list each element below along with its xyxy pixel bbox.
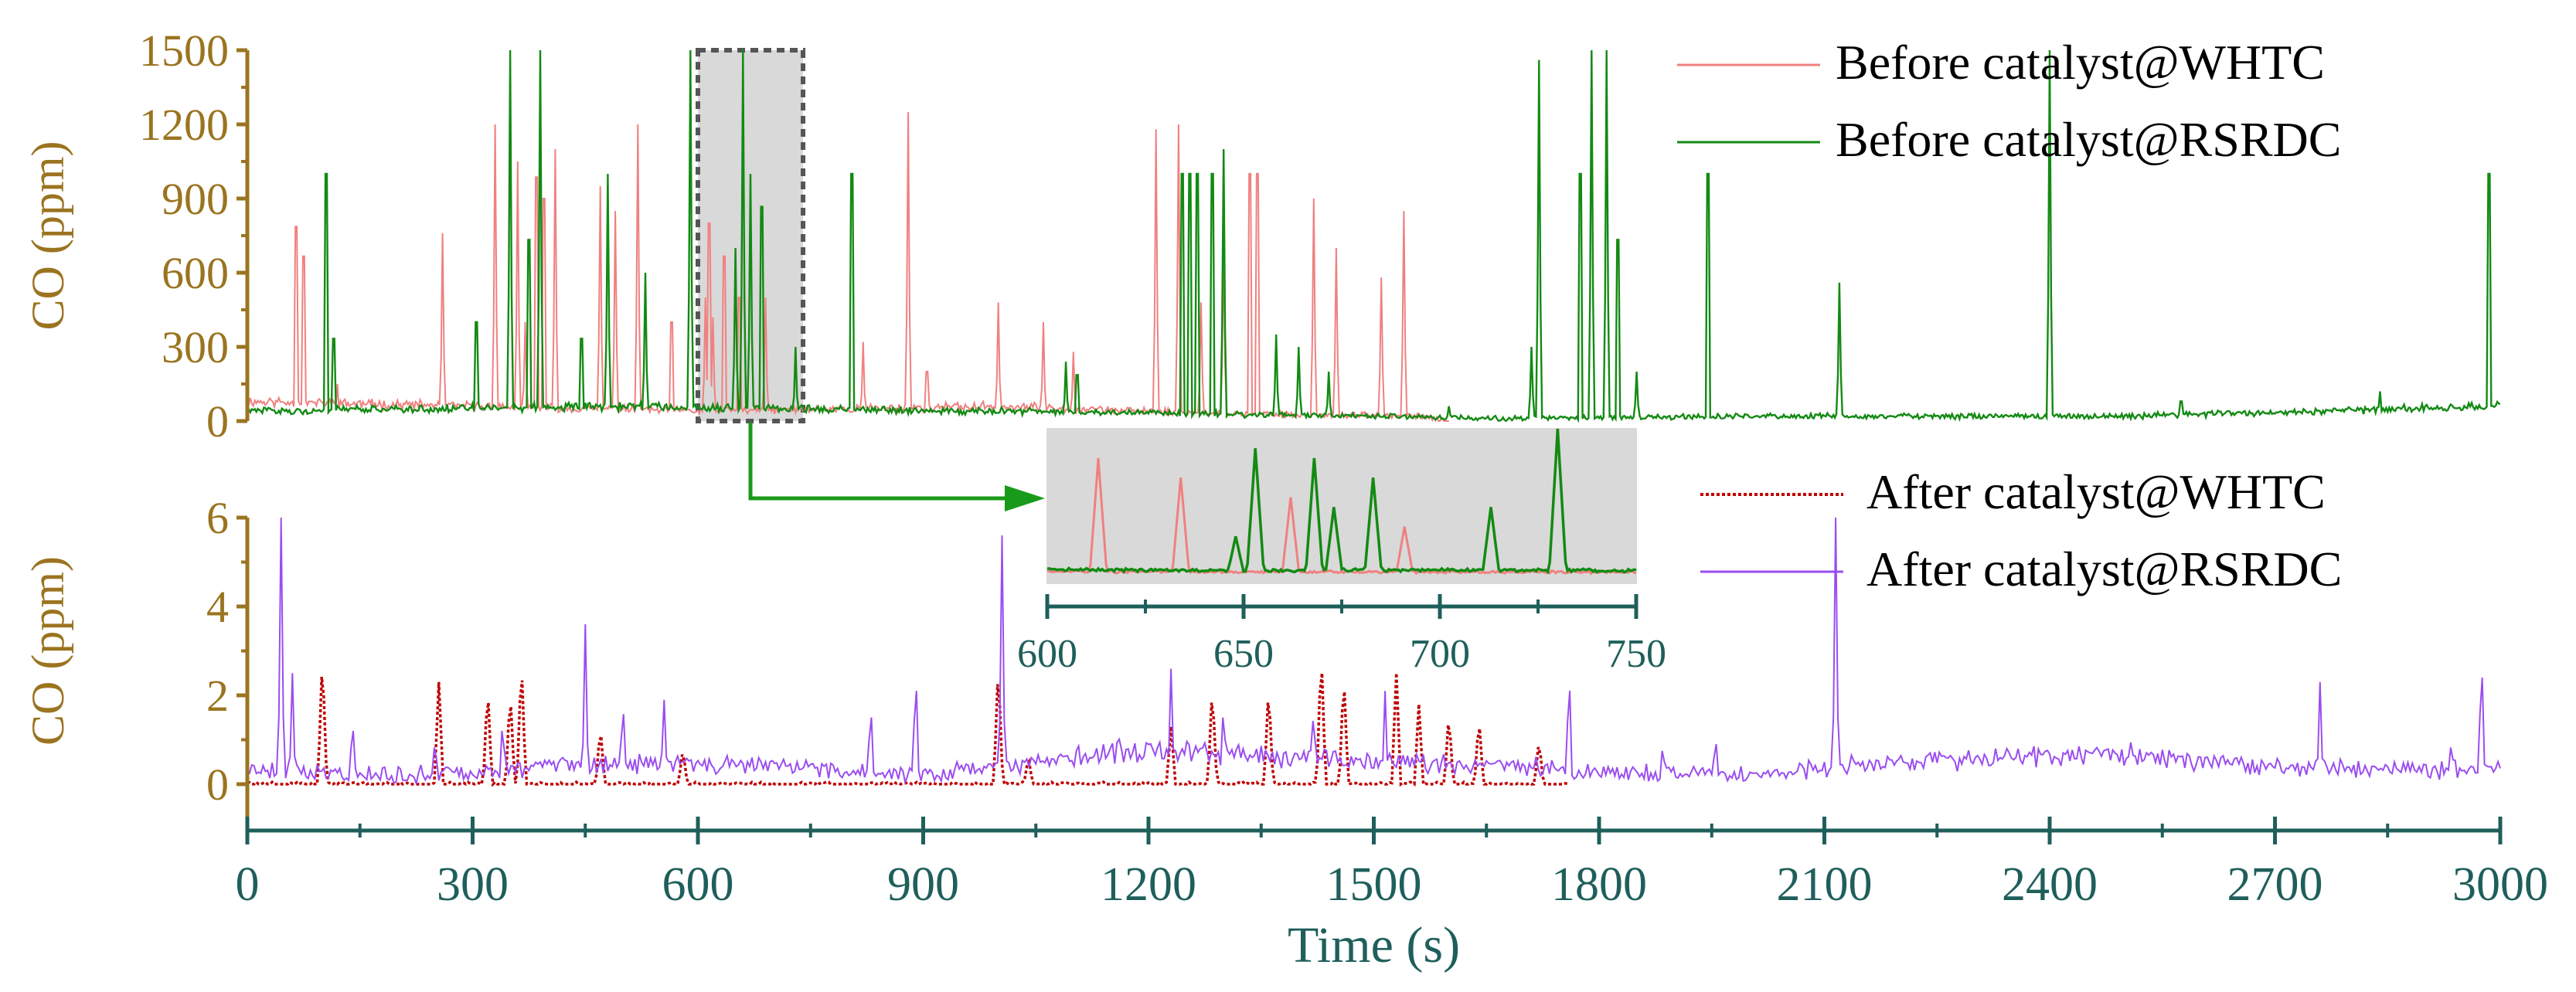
inset-x-tick-label: 600 (1017, 632, 1077, 676)
top-y-axis-label: CO (ppm) (22, 141, 73, 331)
plot-top: 0 300 600 900 1200 1500 CO (ppm) Before catal… (22, 25, 2501, 447)
bottom-y-tick-label: 6 (206, 493, 229, 543)
x-tick-label: 2100 (1777, 858, 1873, 911)
inset-background (1046, 428, 1637, 584)
legend-label: After catalyst@WHTC (1866, 464, 2326, 519)
top-y-tick-label: 0 (206, 396, 229, 447)
x-tick-label: 900 (887, 858, 959, 911)
x-tick-label: 2700 (2227, 858, 2323, 911)
x-tick-label: 1800 (1551, 858, 1647, 911)
top-legend: Before catalyst@WHTC Before catalyst@RSRD… (1677, 35, 2341, 167)
inset-series-line (1046, 428, 1637, 575)
x-tick-label: 300 (437, 858, 509, 911)
top-series-group (246, 49, 2501, 423)
inset-x-tick-label: 700 (1410, 632, 1470, 676)
x-tick-label: 2400 (2002, 858, 2098, 911)
bottom-y-tick-label: 0 (206, 759, 229, 810)
zoom-inset: 600 650 700 750 (1017, 428, 1666, 676)
top-y-tick-label: 900 (162, 174, 229, 224)
series-line-after-whtc (247, 673, 1568, 787)
top-y-tick-label: 600 (162, 248, 229, 298)
x-axis: 0 300 600 900 1200 1500 1800 2100 2400 2700 3000 (236, 817, 2548, 911)
legend-label: Before catalyst@RSRDC (1836, 112, 2341, 167)
legend-label: After catalyst@RSRDC (1866, 542, 2342, 596)
x-tick-label: 0 (236, 858, 260, 911)
bottom-y-axis-label: CO (ppm) (22, 556, 73, 746)
bottom-y-tick-label: 2 (206, 671, 229, 721)
x-tick-label: 3000 (2452, 858, 2548, 911)
bottom-legend: After catalyst@WHTC After catalyst@RSRDC (1700, 464, 2342, 596)
series-line-before-whtc (247, 111, 1449, 423)
bottom-series-group (247, 517, 2501, 787)
series-line-after-rsrdc (247, 517, 2501, 786)
x-tick-label: 1200 (1101, 858, 1196, 911)
x-axis-label: Time (s) (1288, 917, 1460, 973)
connector-line (748, 423, 1009, 501)
bottom-y-tick-label: 4 (206, 582, 229, 632)
legend-label: Before catalyst@WHTC (1836, 35, 2325, 90)
arrow-head-icon (1005, 485, 1045, 511)
x-tick-label: 600 (662, 858, 734, 911)
inset-x-tick-label: 750 (1606, 632, 1666, 676)
series-line-before-rsrdc (246, 49, 2501, 423)
zoom-connector-arrow (748, 423, 1045, 511)
inset-x-tick-label: 650 (1213, 632, 1274, 676)
top-y-tick-label: 1200 (139, 100, 229, 150)
top-y-axis: 0 300 600 900 1200 1500 (139, 25, 250, 447)
top-y-tick-label: 1500 (139, 25, 229, 76)
bottom-y-axis: 0 2 4 6 (206, 493, 250, 831)
x-tick-label: 1500 (1326, 858, 1422, 911)
top-y-tick-label: 300 (162, 322, 229, 372)
